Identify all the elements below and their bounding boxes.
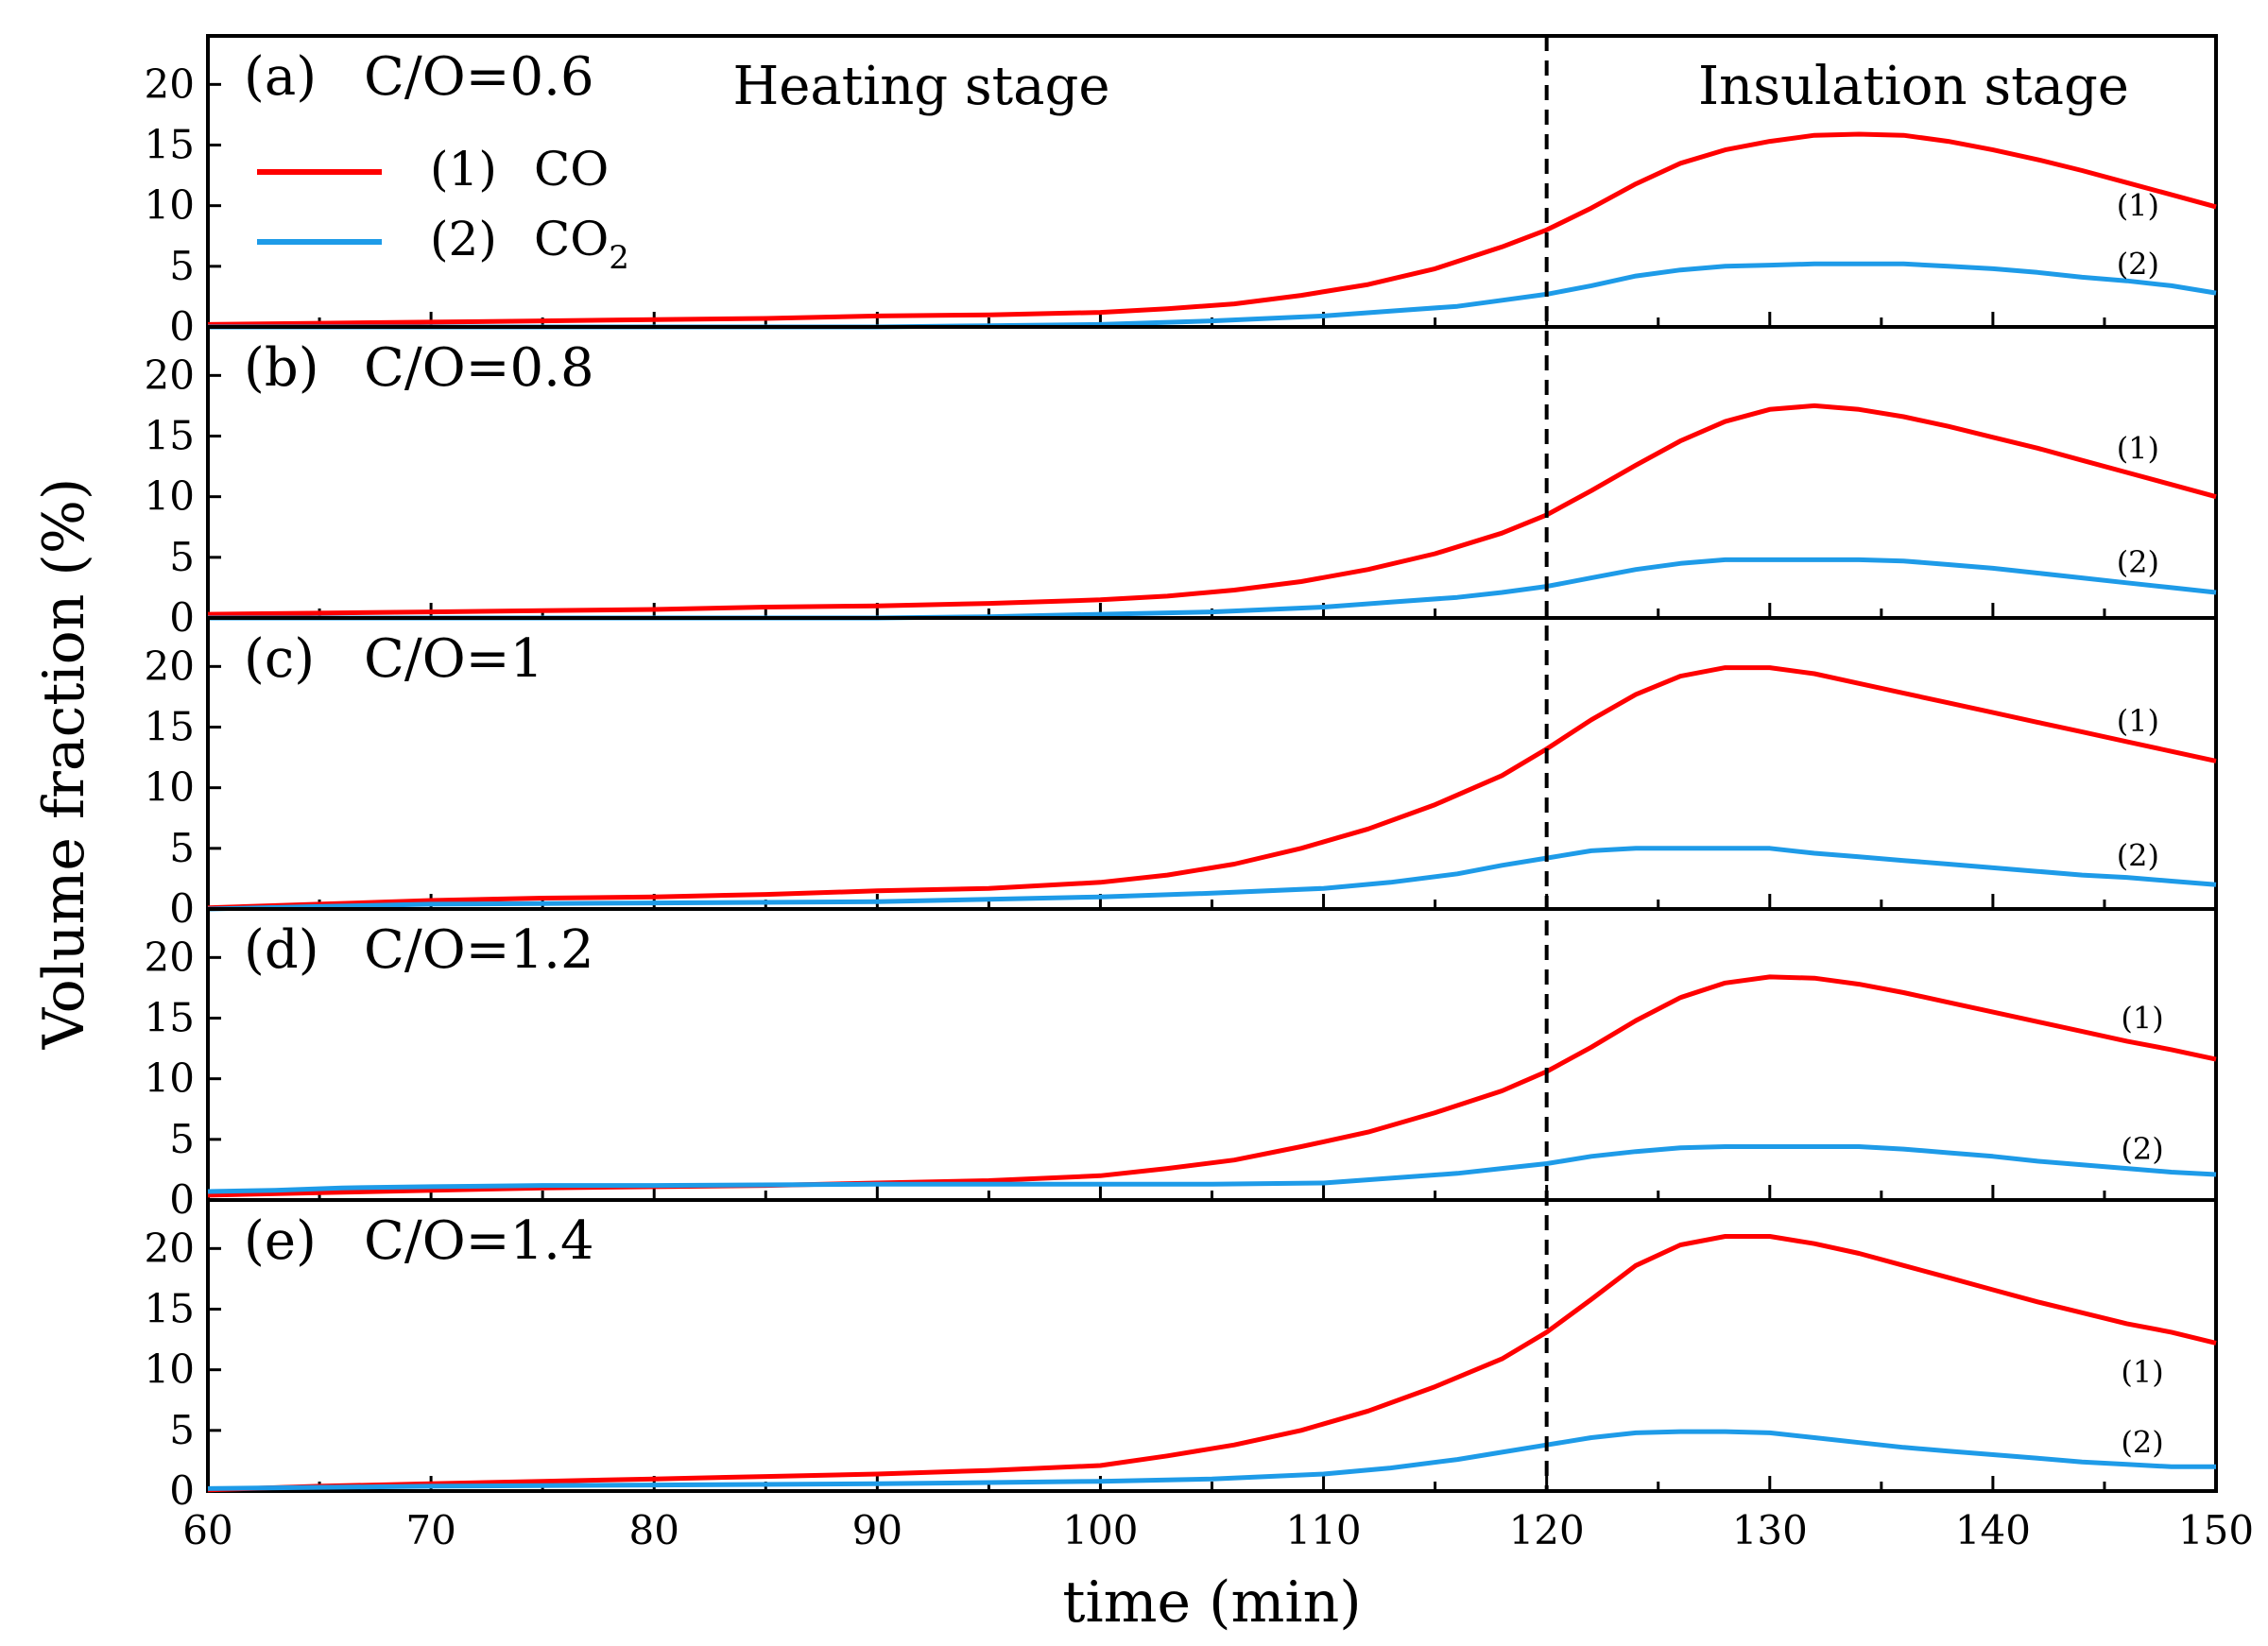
panel-condition-label: C/O=1 [364, 628, 543, 690]
y-tick-label: 0 [169, 885, 195, 932]
legend-marker-co2: (2) [430, 212, 497, 266]
y-tick-label: 0 [169, 1467, 195, 1514]
x-tick-label: 90 [852, 1507, 902, 1553]
panel-c: 0 5 10 15 20 (c) C/O=1 (1) (2) [145, 616, 2218, 932]
y-tick-label: 20 [145, 643, 195, 689]
y-tick-label: 15 [145, 413, 195, 459]
y-axis-title: Volume fraction (%) [31, 478, 97, 1050]
y-tick-label: 10 [145, 1055, 195, 1102]
legend-marker-co: (1) [430, 142, 497, 197]
panel-d: 0 5 10 15 20 (d) C/O=1.2 (1) (2) [145, 907, 2218, 1223]
series-line-co-b [207, 403, 2217, 617]
x-axis-title: time (min) [1062, 1569, 1361, 1636]
curve-label: (1) [2121, 1354, 2163, 1390]
y-tick-label: 10 [145, 182, 195, 229]
y-tick-label: 5 [169, 243, 195, 289]
insulation-stage-label: Insulation stage [1698, 56, 2129, 117]
y-tick-label: 0 [169, 1176, 195, 1223]
y-tick-label: 5 [169, 1116, 195, 1162]
x-tick-label: 100 [1062, 1507, 1138, 1553]
series-line-co2-a [208, 261, 2217, 330]
curve-label: (1) [2121, 1001, 2163, 1037]
curve-label: (2) [2117, 544, 2159, 580]
panel-letter: (d) [244, 919, 319, 981]
y-tick-label: 10 [145, 1346, 195, 1393]
panel-a: 0 5 10 15 20 (a) C/O=0.6 (1) (2) [145, 34, 2218, 350]
series-line-co2-e [207, 1429, 2216, 1491]
panel-letter: (b) [244, 337, 319, 399]
x-tick-label: 80 [628, 1507, 679, 1553]
panel-condition-label: C/O=0.8 [364, 337, 594, 399]
series-line-co-d [207, 974, 2217, 1198]
y-tick-label: 20 [145, 351, 195, 398]
legend: (1) CO (2) CO2 [257, 142, 629, 277]
x-tick-label: 70 [405, 1507, 455, 1553]
y-tick-label: 5 [169, 534, 195, 580]
y-tick-label: 20 [145, 60, 195, 107]
x-tick-label: 60 [182, 1507, 232, 1553]
panel-letter: (c) [244, 628, 315, 690]
panel-condition-label: C/O=1.2 [364, 919, 594, 981]
series-line-co2-c [207, 846, 2217, 912]
y-tick-label: 15 [145, 995, 195, 1041]
series-line-co-a [207, 131, 2217, 327]
x-tick-label: 110 [1285, 1507, 1361, 1553]
curve-label: (1) [2117, 188, 2159, 224]
x-tick-label: 130 [1732, 1507, 1808, 1553]
panel-condition-label: C/O=1.4 [364, 1210, 594, 1272]
curve-label: (2) [2121, 1131, 2163, 1167]
curve-label: (2) [2121, 1425, 2163, 1461]
y-tick-label: 15 [145, 704, 195, 750]
y-tick-label: 5 [169, 825, 195, 871]
panel-b: 0 5 10 15 20 (b) C/O=0.8 (1) (2) [145, 325, 2218, 641]
legend-label-co: CO [534, 142, 609, 197]
curve-label: (2) [2117, 838, 2159, 874]
series-line-co-c [207, 665, 2217, 911]
panel-letter: (a) [244, 46, 317, 108]
curve-label: (1) [2117, 703, 2159, 739]
x-tick-label: 150 [2178, 1507, 2254, 1553]
x-tick-label: 140 [1955, 1507, 2031, 1553]
x-tick-label: 120 [1509, 1507, 1585, 1553]
legend-label-co2-subscript: 2 [609, 239, 629, 277]
panel-letter: (e) [244, 1210, 317, 1272]
y-tick-label: 15 [145, 1286, 195, 1332]
panel-e: 0 5 10 15 20 (e) C/O=1.4 (1) (2) [145, 1198, 2218, 1514]
curve-label: (1) [2117, 430, 2159, 466]
y-tick-label: 5 [169, 1407, 195, 1453]
y-tick-label: 10 [145, 473, 195, 520]
y-tick-label: 20 [145, 934, 195, 980]
series-line-co2-d [207, 1144, 2217, 1194]
curve-label: (2) [2117, 246, 2159, 282]
y-tick-label: 15 [145, 122, 195, 168]
y-tick-label: 0 [169, 303, 195, 350]
panel-condition-label: C/O=0.6 [364, 46, 594, 108]
heating-stage-label: Heating stage [732, 56, 1109, 117]
y-tick-label: 0 [169, 594, 195, 641]
y-tick-label: 20 [145, 1225, 195, 1271]
series-line-co2-b [208, 557, 2217, 621]
series-line-co-e [207, 1234, 2217, 1493]
legend-label-co2: CO2 [534, 212, 629, 277]
legend-label-co2-base: CO [534, 212, 609, 266]
y-tick-label: 10 [145, 764, 195, 811]
